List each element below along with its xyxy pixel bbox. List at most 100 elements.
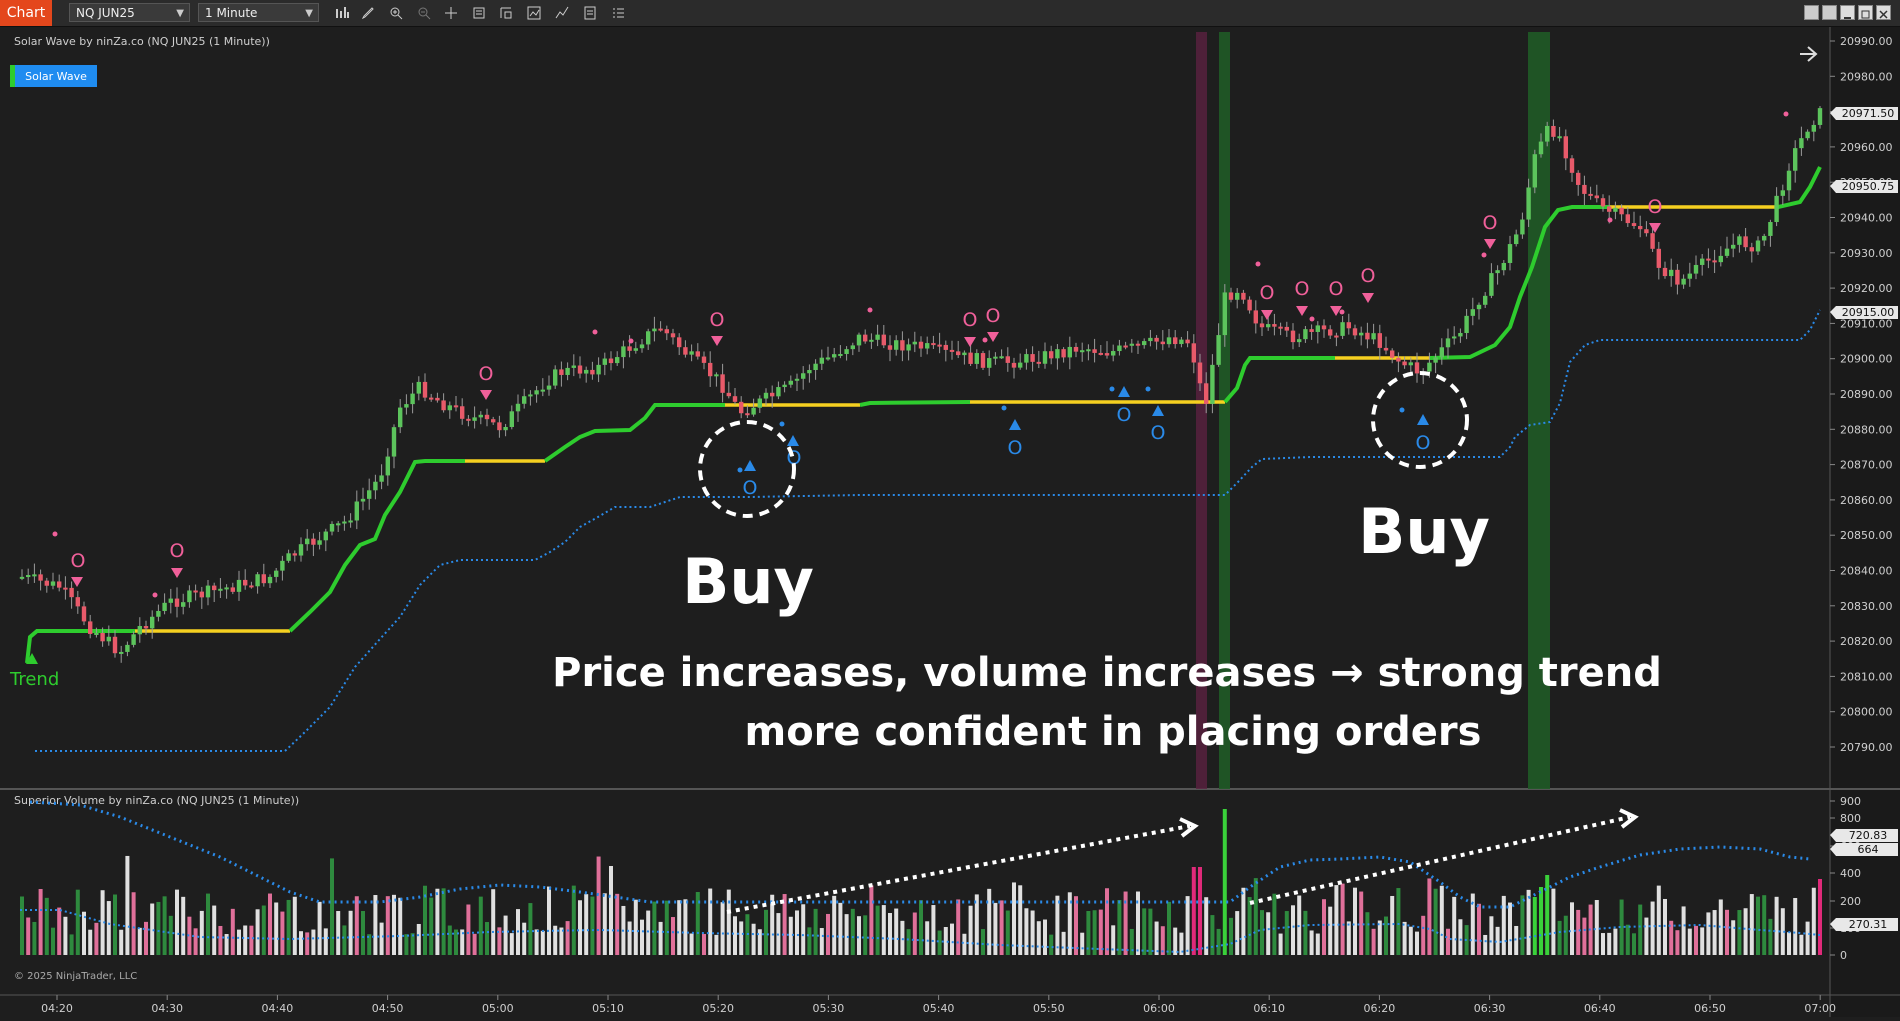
sell-signal-letter: O <box>170 540 185 562</box>
volume-bar <box>243 925 248 955</box>
volume-bar <box>150 903 155 955</box>
volume-bar <box>1762 895 1767 955</box>
volume-bar <box>38 889 43 955</box>
volume-bar <box>156 901 161 955</box>
instrument-select[interactable]: NQ JUN25 ▼ <box>69 3 190 22</box>
volume-bar <box>224 934 229 955</box>
candle-body <box>1259 323 1265 328</box>
candle-body <box>745 413 750 416</box>
chart-menu-button[interactable]: Chart <box>0 0 52 26</box>
candle-body <box>422 381 428 398</box>
candle-body <box>1253 310 1258 324</box>
volume-bar <box>974 894 979 955</box>
tile-window-icon[interactable] <box>1804 5 1819 20</box>
volume-bar <box>1526 889 1531 955</box>
strategies-icon[interactable] <box>553 4 571 22</box>
price-axis[interactable]: 20990.0020980.0020970.0020960.0020950.00… <box>1830 35 1893 754</box>
price-badge: 20950.75 <box>1830 180 1898 193</box>
minimize-icon[interactable] <box>1840 5 1855 20</box>
volume-bar <box>218 925 223 955</box>
volume-average-line-upper <box>29 800 1811 909</box>
candle-body <box>305 538 310 545</box>
volume-bar <box>336 911 341 955</box>
templates-icon[interactable] <box>581 4 599 22</box>
close-icon[interactable] <box>1876 5 1891 20</box>
volume-bar <box>534 929 539 955</box>
volume-bar <box>739 921 744 955</box>
candle-body <box>980 353 986 368</box>
price-tick-label: 20930.00 <box>1840 247 1893 260</box>
candle-body <box>385 456 390 476</box>
zoom-in-icon[interactable] <box>387 4 405 22</box>
volume-bar <box>962 933 967 955</box>
volume-bar <box>671 917 675 955</box>
candle-body <box>1111 351 1116 356</box>
volume-bar <box>299 931 303 955</box>
bar-type-icon[interactable] <box>333 4 351 22</box>
buy-signal-icon <box>1118 386 1130 397</box>
chart-area[interactable]: O O O O O O O O O O O O O O O O O O Sola… <box>0 27 1900 1017</box>
volume-bar <box>1353 887 1357 955</box>
volume-bar <box>1396 888 1401 955</box>
price-tick-label: 20840.00 <box>1840 565 1893 578</box>
volume-bar <box>1074 896 1078 955</box>
candle-body <box>429 397 434 400</box>
candle-body <box>1402 361 1407 366</box>
sell-signal-icon <box>1261 310 1273 320</box>
volume-bar <box>1024 908 1029 955</box>
volume-bar <box>1390 895 1395 955</box>
chart-properties-icon[interactable] <box>497 4 515 22</box>
candle-body <box>863 334 868 342</box>
chart-canvas[interactable]: O O O O O O O O O O O O O O O O O O Sola… <box>0 27 1900 1017</box>
data-box-icon[interactable] <box>470 4 488 22</box>
volume-bar <box>1570 902 1574 955</box>
interval-select[interactable]: 1 Minute ▼ <box>198 3 319 22</box>
crosshair-icon[interactable] <box>442 4 460 22</box>
candle-body <box>937 344 942 347</box>
candle-body <box>1241 292 1246 300</box>
candle-body <box>472 417 477 421</box>
maximize-icon[interactable] <box>1858 5 1873 20</box>
buy-highlight-circle <box>1371 371 1469 469</box>
sell-signals <box>52 111 1789 598</box>
arrow-right-icon[interactable] <box>1800 46 1818 62</box>
time-tick-label: 04:30 <box>151 1002 183 1015</box>
candle-body <box>1780 190 1785 196</box>
candle-body <box>782 384 787 388</box>
volume-bar <box>832 895 837 955</box>
price-tick-label: 20900.00 <box>1840 353 1893 366</box>
draw-pencil-icon[interactable] <box>359 4 377 22</box>
volume-bar <box>82 911 86 955</box>
candle-body <box>844 349 849 354</box>
list-icon[interactable] <box>609 4 627 22</box>
volume-bar <box>94 922 99 955</box>
volume-bar <box>615 893 620 955</box>
trend-label: Trend <box>9 669 59 690</box>
candle-body <box>714 374 719 377</box>
volume-bar <box>1148 908 1153 955</box>
volume-bar <box>1638 904 1643 955</box>
svg-text:664: 664 <box>1858 843 1879 856</box>
restore-window-icon[interactable] <box>1822 5 1837 20</box>
volume-bar <box>1669 920 1674 955</box>
solar-wave-legend-label: Solar Wave <box>25 70 87 83</box>
candle-body <box>918 341 924 349</box>
volume-bar <box>819 928 824 955</box>
sell-signal-icon <box>1296 306 1308 316</box>
candle-body <box>1551 125 1556 137</box>
candle-body <box>993 356 998 359</box>
volume-bar <box>106 901 111 955</box>
candle-body <box>540 389 545 392</box>
volume-bar <box>447 925 452 955</box>
solar-wave-legend-button[interactable]: Solar Wave <box>10 65 97 87</box>
volume-bar <box>1402 921 1407 955</box>
sell-signal-icon <box>987 332 999 342</box>
volume-bar <box>906 929 911 955</box>
candle-body <box>243 579 248 586</box>
buy-signal-letter: O <box>1117 404 1132 426</box>
candlesticks <box>19 105 1823 663</box>
candle-body <box>1662 267 1668 277</box>
indicators-icon[interactable] <box>525 4 543 22</box>
time-axis[interactable]: 04:20 04:30 04:40 04:50 05:00 05:10 05:20 05:30… <box>41 995 1836 1015</box>
zoom-out-icon[interactable] <box>415 4 433 22</box>
